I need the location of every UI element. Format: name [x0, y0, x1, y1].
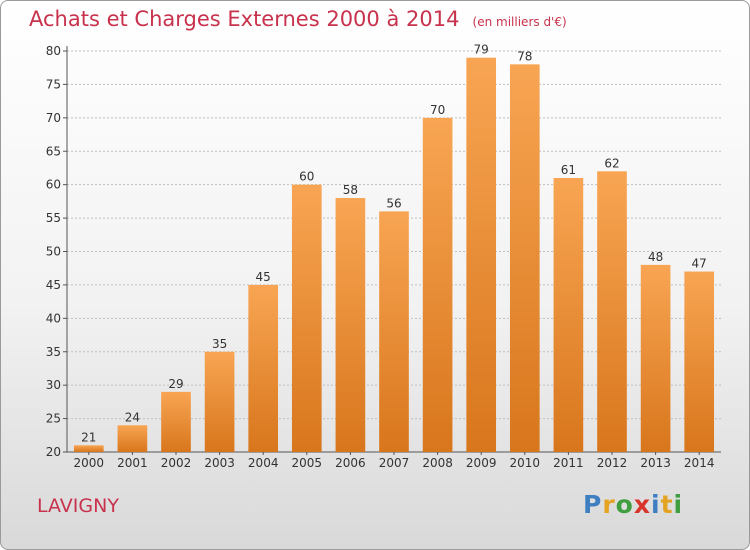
y-tick-label: 40: [46, 311, 61, 325]
logo-letter: i: [673, 490, 684, 519]
bar: [117, 425, 148, 452]
bar: [291, 184, 322, 452]
logo-letter: P: [583, 490, 603, 519]
x-tick-label: 2000: [74, 456, 105, 470]
data-label: 58: [343, 183, 358, 197]
logo-letter: i: [651, 490, 661, 519]
x-tick-label: 2008: [422, 456, 453, 470]
x-tick-label: 2013: [640, 456, 671, 470]
y-tick-label: 45: [46, 278, 61, 292]
bar: [161, 391, 191, 452]
bar: [597, 171, 627, 453]
bar: [640, 264, 671, 452]
data-label: 48: [648, 250, 663, 264]
data-label: 60: [299, 170, 314, 184]
bar: [553, 177, 584, 452]
logo-letter: t: [660, 490, 674, 519]
bar: [204, 351, 235, 452]
y-tick-label: 35: [46, 345, 61, 359]
data-label: 24: [125, 410, 140, 424]
data-label: 35: [212, 337, 227, 351]
proxiti-logo[interactable]: Proxiti: [583, 490, 683, 519]
bar: [379, 211, 409, 452]
x-tick-label: 2007: [379, 456, 410, 470]
x-tick-label: 2005: [292, 456, 323, 470]
y-tick-label: 60: [46, 178, 61, 192]
bar: [73, 445, 104, 452]
y-tick-label: 30: [46, 378, 61, 392]
y-tick-label: 80: [46, 44, 61, 58]
city-name: LAVIGNY: [37, 495, 119, 517]
data-label: 62: [604, 156, 619, 170]
y-tick-label: 65: [46, 144, 61, 158]
bar: [509, 64, 540, 452]
data-label: 70: [430, 103, 445, 117]
x-tick-label: 2006: [335, 456, 366, 470]
data-label: 56: [386, 196, 401, 210]
x-tick-label: 2001: [117, 456, 148, 470]
unit-text: (en milliers d'€): [472, 15, 567, 29]
data-label: 29: [168, 377, 183, 391]
bar: [422, 117, 453, 452]
x-tick-label: 2014: [684, 456, 715, 470]
chart-title: Achats et Charges Externes 2000 à 2014 (…: [29, 7, 567, 31]
logo-letter: r: [602, 490, 616, 519]
y-tick-label: 20: [46, 445, 61, 459]
logo-letter: o: [615, 490, 634, 519]
x-tick-label: 2012: [597, 456, 628, 470]
y-tick-label: 50: [46, 245, 61, 259]
bar: [335, 198, 366, 452]
x-tick-label: 2004: [248, 456, 279, 470]
x-tick-label: 2009: [466, 456, 497, 470]
y-tick-label: 55: [46, 211, 61, 225]
data-label: 47: [692, 257, 707, 271]
x-tick-label: 2002: [161, 456, 192, 470]
data-label: 78: [517, 49, 532, 63]
data-label: 21: [81, 430, 96, 444]
bar: [684, 271, 715, 452]
bar: [248, 284, 279, 452]
logo-letter: x: [633, 490, 651, 519]
data-label: 79: [474, 43, 489, 57]
x-tick-label: 2010: [510, 456, 541, 470]
x-tick-label: 2003: [204, 456, 235, 470]
data-label: 45: [256, 270, 271, 284]
y-tick-label: 25: [46, 412, 61, 426]
title-text: Achats et Charges Externes 2000 à 2014: [29, 7, 460, 31]
data-label: 61: [561, 163, 576, 177]
y-tick-label: 75: [46, 77, 61, 91]
x-tick-label: 2011: [553, 456, 584, 470]
bar: [466, 57, 497, 452]
y-tick-label: 70: [46, 111, 61, 125]
